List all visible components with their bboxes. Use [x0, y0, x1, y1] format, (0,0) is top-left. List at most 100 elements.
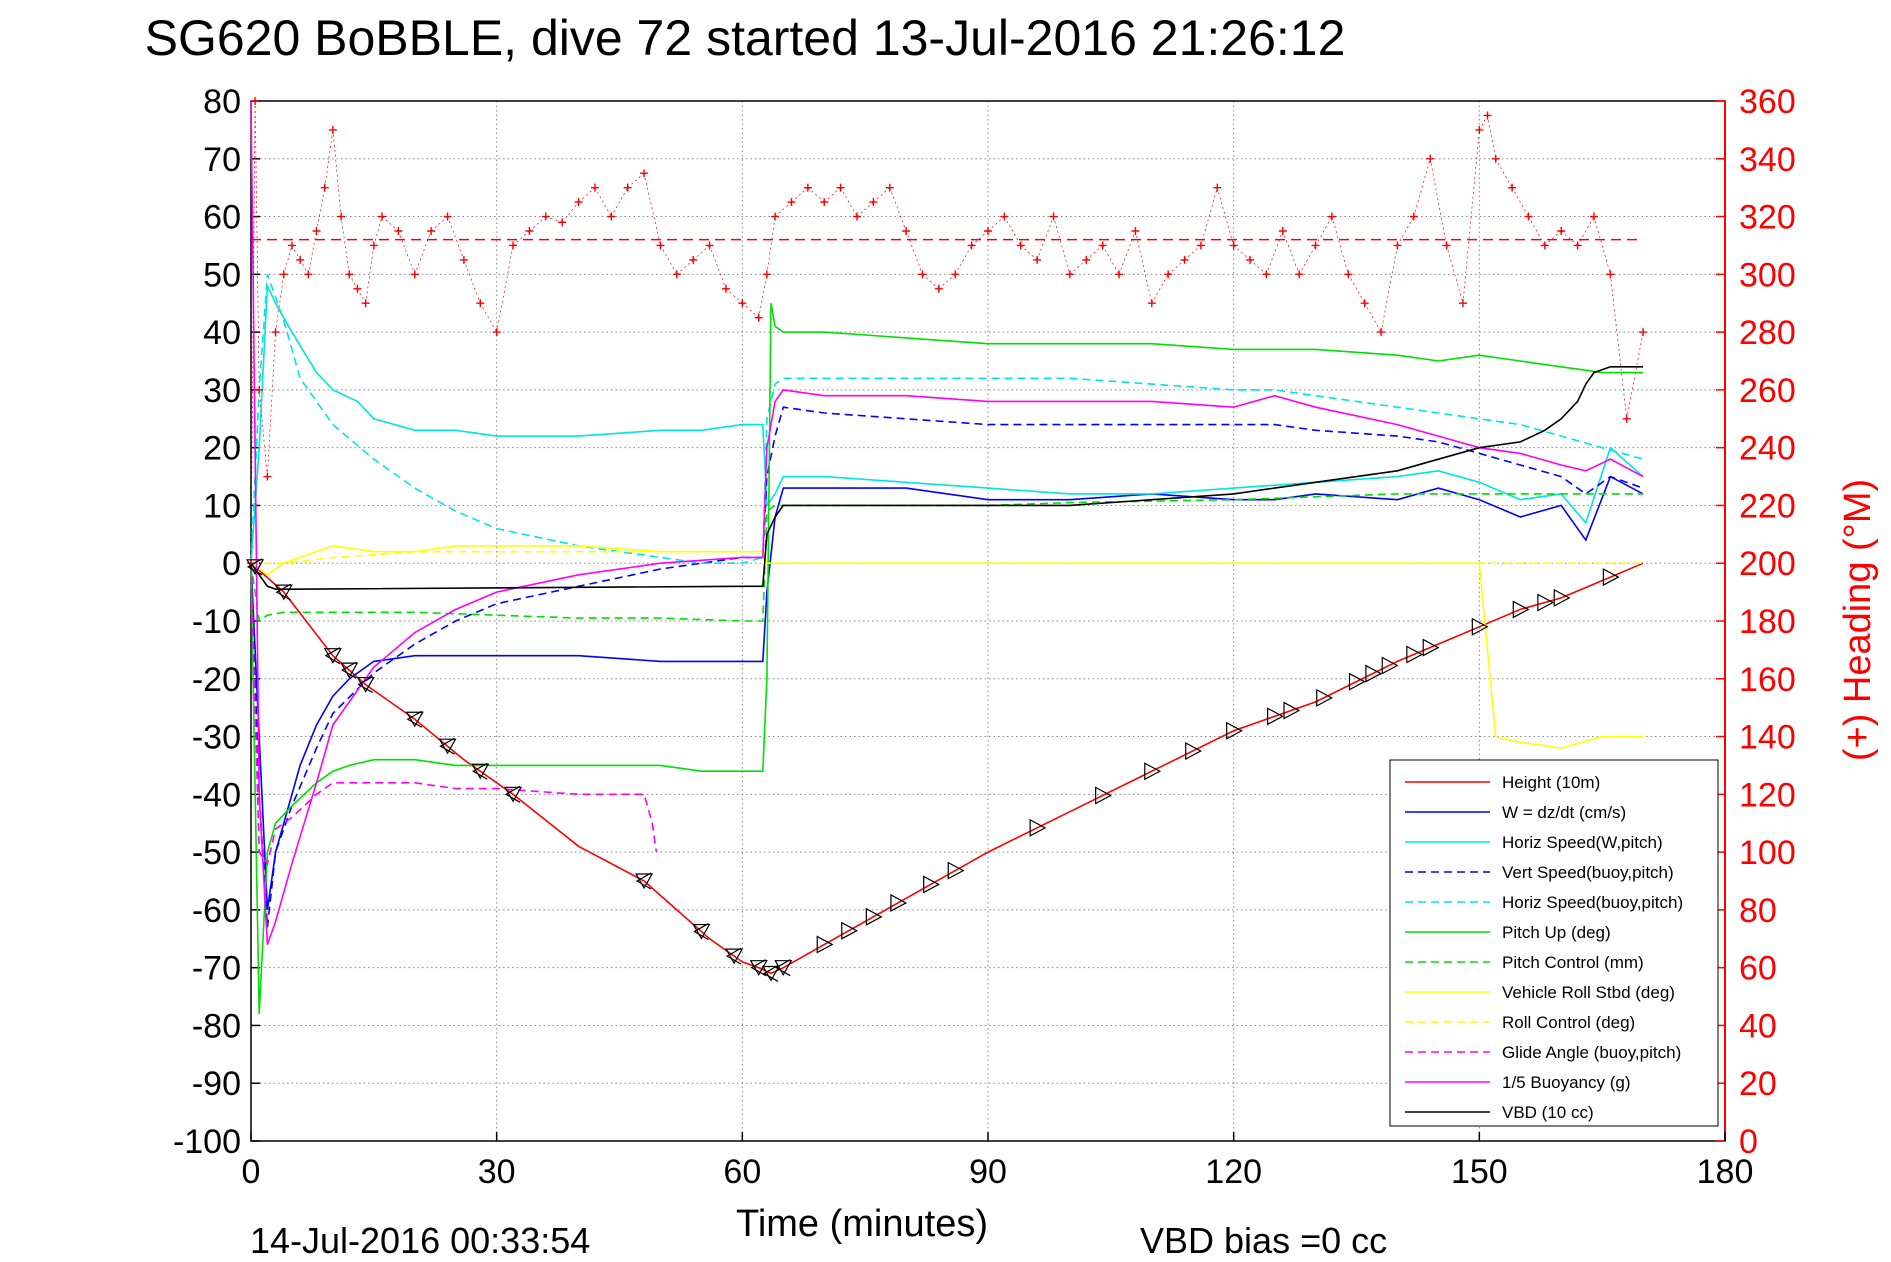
heading-link-72 — [1266, 230, 1284, 275]
heading-link-44 — [807, 187, 825, 203]
descent-marker-12 — [749, 960, 768, 976]
heading-link-64 — [1135, 230, 1153, 304]
heading-link-90 — [1544, 230, 1562, 246]
heading-link-25 — [512, 230, 530, 246]
heading-link-7 — [299, 259, 309, 275]
y-tick-label-17: -90 — [192, 1065, 241, 1103]
heading-link-38 — [725, 288, 743, 304]
heading-point-37 — [705, 241, 714, 250]
heading-link-26 — [529, 216, 547, 232]
heading-link-47 — [856, 201, 874, 217]
heading-point-47 — [852, 212, 861, 221]
heading-link-82 — [1429, 158, 1447, 246]
heading-link-8 — [307, 230, 317, 275]
heading-link-27 — [545, 216, 563, 223]
heading-layer — [247, 97, 1648, 568]
heading-link-54 — [971, 230, 989, 246]
ascent-marker-22 — [1553, 588, 1571, 607]
y-axis-right-label: (+) Heading (°M) — [1837, 479, 1879, 761]
y-tick-label-5: 30 — [203, 372, 241, 410]
y-right-tick-label-13: 100 — [1739, 834, 1796, 872]
y-tick-label-12: -40 — [192, 776, 241, 814]
heading-link-31 — [611, 187, 628, 217]
ascent-marker-6 — [1029, 818, 1047, 837]
descent-marker-3 — [340, 662, 359, 679]
x-tick-label-1: 30 — [478, 1153, 516, 1191]
legend-label-7: Vehicle Roll Stbd (deg) — [1502, 983, 1675, 1002]
heading-link-76 — [1331, 216, 1349, 275]
heading-link-49 — [889, 187, 907, 232]
legend-label-9: Glide Angle (buoy,pitch) — [1502, 1043, 1681, 1062]
heading-point-6 — [287, 241, 296, 250]
heading-point-85 — [1475, 125, 1484, 134]
heading-link-93 — [1593, 216, 1611, 275]
ascent-marker-3 — [890, 893, 908, 912]
legend-label-0: Height (10m) — [1502, 773, 1600, 792]
left-axis: 80 70 60 50 40 30 20 10 0 -10 -20 -30 -40 -50 -60 -70 -8… — [173, 83, 260, 1161]
heading-point-44 — [803, 183, 812, 192]
heading-link-92 — [1577, 216, 1595, 246]
legend-label-5: Pitch Up (deg) — [1502, 923, 1611, 942]
heading-link-9 — [316, 187, 326, 232]
chart-title: SG620 BoBBLE, dive 72 started 13-Jul-201… — [145, 10, 1346, 66]
legend-label-8: Roll Control (deg) — [1502, 1013, 1635, 1032]
legend-label-3: Vert Speed(buoy,pitch) — [1502, 863, 1674, 882]
ascent-marker-20 — [1512, 600, 1530, 619]
heading-point-81 — [1409, 212, 1418, 221]
y-tick-label-10: -20 — [192, 661, 241, 699]
heading-link-22 — [463, 259, 481, 304]
descent-marker-cross-14 — [775, 959, 791, 977]
descent-marker-cross-9 — [635, 872, 652, 890]
y-tick-label-0: 80 — [203, 83, 241, 121]
series-line-2 — [250, 285, 1644, 564]
y-right-tick-label-6: 240 — [1739, 430, 1796, 468]
descent-marker-11 — [725, 948, 744, 965]
series-line-8 — [251, 550, 1644, 565]
y-right-tick-label-5: 260 — [1739, 372, 1796, 410]
y-right-tick-label-3: 300 — [1739, 256, 1796, 294]
series-line-10 — [250, 100, 1644, 945]
ascent-marker-21 — [1537, 593, 1555, 612]
heading-link-58 — [1036, 216, 1054, 261]
heading-point-25 — [509, 241, 518, 250]
ascent-marker-23 — [1602, 568, 1620, 587]
ascent-marker-4 — [923, 875, 940, 894]
heading-link-1 — [254, 100, 260, 390]
heading-link-3 — [267, 332, 276, 477]
heading-link-39 — [742, 302, 759, 318]
y-right-tick-label-11: 140 — [1739, 719, 1796, 757]
y-tick-label-16: -80 — [192, 1007, 241, 1045]
heading-link-11 — [332, 129, 342, 217]
heading-link-55 — [987, 216, 1005, 232]
y-tick-label-8: 0 — [222, 545, 241, 583]
heading-point-96 — [1639, 328, 1648, 337]
ascent-marker-17 — [1406, 645, 1424, 664]
heading-link-12 — [340, 216, 350, 275]
ascent-marker-13 — [1316, 688, 1334, 707]
heading-link-66 — [1167, 259, 1185, 275]
descent-marker-7 — [471, 763, 490, 780]
heading-link-41 — [766, 216, 776, 275]
y-tick-label-4: 40 — [203, 314, 241, 352]
heading-link-84 — [1462, 129, 1480, 304]
heading-link-30 — [594, 187, 612, 217]
x-tick-label-0: 0 — [242, 1153, 261, 1191]
descent-marker-cross-1 — [275, 583, 292, 601]
heading-link-46 — [840, 187, 858, 217]
heading-link-78 — [1364, 303, 1382, 333]
x-tick-label-2: 60 — [723, 1153, 761, 1191]
ascent-marker-7 — [1095, 786, 1112, 805]
x-axis-label: Time (minutes) — [736, 1203, 988, 1245]
heading-point-95 — [1622, 414, 1631, 423]
series-line-5 — [250, 303, 1644, 1014]
ascent-marker-15 — [1365, 664, 1383, 683]
heading-link-36 — [692, 245, 710, 261]
legend-label-11: VBD (10 cc) — [1502, 1103, 1594, 1122]
heading-point-42 — [771, 212, 780, 221]
heading-link-19 — [414, 230, 432, 275]
heading-point-1 — [251, 97, 260, 105]
heading-link-21 — [447, 216, 465, 261]
heading-point-45 — [820, 198, 829, 207]
heading-link-88 — [1511, 187, 1529, 217]
